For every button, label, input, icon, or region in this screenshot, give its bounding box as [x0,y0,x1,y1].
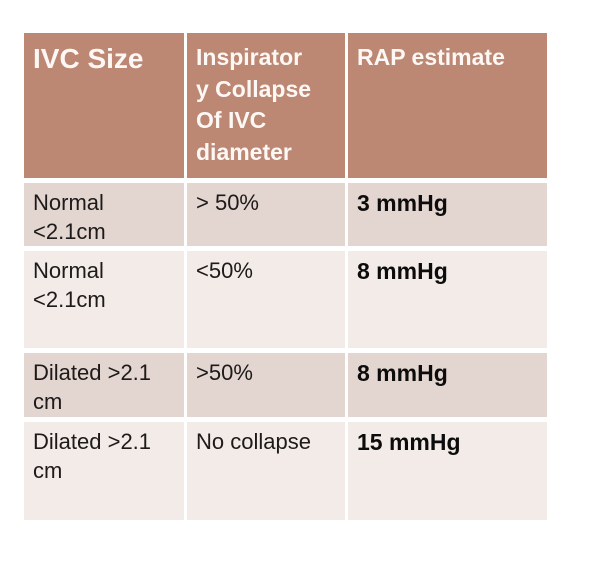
cell-collapse: No collapse [187,422,345,520]
cell-rap-value: 8 mmHg [348,353,547,417]
header-ivc-size: IVC Size [24,33,184,178]
cell-collapse: >50% [187,353,345,417]
header-inspiratory-collapse: Inspirator y Collapse Of IVC diameter [187,33,345,178]
cell-ivc-size: Normal <2.1cm [24,251,184,348]
cell-ivc-size: Dilated >2.1 cm [24,353,184,417]
cell-collapse: > 50% [187,183,345,246]
cell-ivc-size: Normal <2.1cm [24,183,184,246]
cell-collapse: <50% [187,251,345,348]
cell-rap-value: 3 mmHg [348,183,547,246]
cell-rap-value: 8 mmHg [348,251,547,348]
cell-ivc-size: Dilated >2.1 cm [24,422,184,520]
header-rap-estimate: RAP estimate [348,33,547,178]
ivc-rap-table: IVC Size Inspirator y Collapse Of IVC di… [24,33,547,520]
cell-rap-value: 15 mmHg [348,422,547,520]
